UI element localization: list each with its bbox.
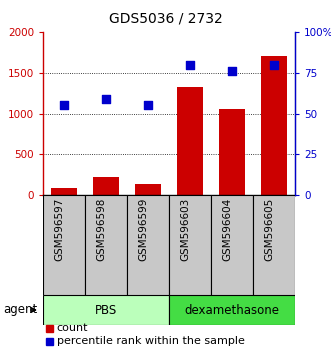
Text: GDS5036 / 2732: GDS5036 / 2732 xyxy=(109,12,222,26)
Bar xyxy=(261,56,287,195)
Text: PBS: PBS xyxy=(95,303,117,316)
Point xyxy=(145,103,151,108)
Text: count: count xyxy=(57,323,88,333)
Bar xyxy=(253,195,295,295)
Point xyxy=(271,62,277,67)
Text: dexamethasone: dexamethasone xyxy=(184,303,279,316)
Point xyxy=(103,96,109,102)
Text: GSM596604: GSM596604 xyxy=(222,198,232,261)
Bar xyxy=(219,109,245,195)
Text: agent: agent xyxy=(3,303,37,316)
Bar xyxy=(51,188,76,195)
Bar xyxy=(169,195,211,295)
Text: GSM596599: GSM596599 xyxy=(138,198,148,261)
Point xyxy=(61,103,67,108)
Bar xyxy=(127,195,169,295)
Point xyxy=(187,62,193,67)
Bar xyxy=(43,295,169,325)
Point xyxy=(229,68,235,74)
Text: GSM596597: GSM596597 xyxy=(54,198,64,261)
Bar xyxy=(85,195,127,295)
Bar xyxy=(169,295,295,325)
Bar xyxy=(93,177,118,195)
Text: GSM596603: GSM596603 xyxy=(180,198,190,261)
Bar xyxy=(177,87,203,195)
Text: percentile rank within the sample: percentile rank within the sample xyxy=(57,336,245,346)
Text: GSM596598: GSM596598 xyxy=(96,198,106,261)
Bar xyxy=(135,184,161,195)
Bar xyxy=(211,195,253,295)
Text: GSM596605: GSM596605 xyxy=(264,198,274,261)
Bar xyxy=(43,195,85,295)
